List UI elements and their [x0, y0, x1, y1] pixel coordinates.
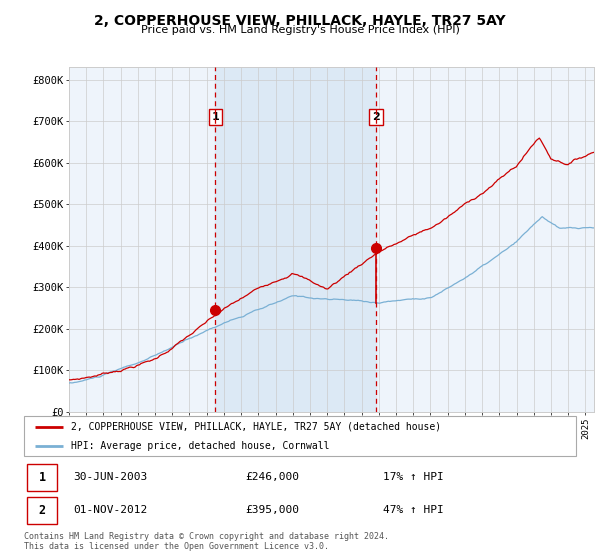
Text: 30-JUN-2003: 30-JUN-2003	[74, 473, 148, 482]
Text: £246,000: £246,000	[245, 473, 299, 482]
Text: 1: 1	[38, 471, 46, 484]
Text: 2, COPPERHOUSE VIEW, PHILLACK, HAYLE, TR27 5AY: 2, COPPERHOUSE VIEW, PHILLACK, HAYLE, TR…	[94, 14, 506, 28]
Text: 17% ↑ HPI: 17% ↑ HPI	[383, 473, 443, 482]
Text: 1: 1	[211, 112, 219, 122]
Text: 2: 2	[372, 112, 380, 122]
Bar	[27, 497, 57, 524]
Text: Contains HM Land Registry data © Crown copyright and database right 2024.
This d: Contains HM Land Registry data © Crown c…	[24, 532, 389, 552]
Text: 2, COPPERHOUSE VIEW, PHILLACK, HAYLE, TR27 5AY (detached house): 2, COPPERHOUSE VIEW, PHILLACK, HAYLE, TR…	[71, 422, 441, 432]
Text: Price paid vs. HM Land Registry's House Price Index (HPI): Price paid vs. HM Land Registry's House …	[140, 25, 460, 35]
Text: £395,000: £395,000	[245, 505, 299, 515]
Bar	[27, 464, 57, 491]
Text: 01-NOV-2012: 01-NOV-2012	[74, 505, 148, 515]
Text: 2: 2	[38, 504, 46, 517]
Text: 47% ↑ HPI: 47% ↑ HPI	[383, 505, 443, 515]
Text: HPI: Average price, detached house, Cornwall: HPI: Average price, detached house, Corn…	[71, 441, 329, 451]
Bar	[215, 67, 376, 412]
